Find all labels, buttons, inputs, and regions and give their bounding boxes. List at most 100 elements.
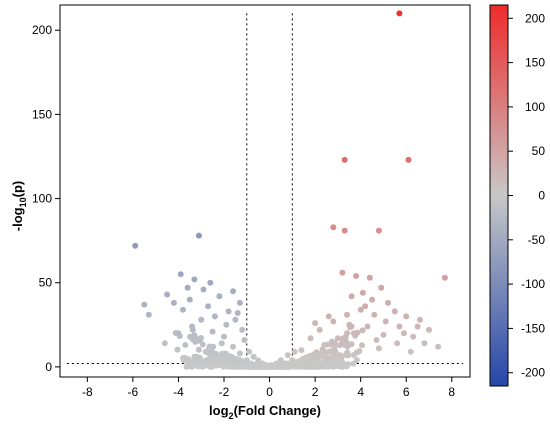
data-point <box>339 339 346 346</box>
colorbar <box>489 4 509 387</box>
data-point <box>312 320 319 327</box>
data-point <box>222 350 229 357</box>
data-point <box>369 296 376 303</box>
data-point <box>298 347 305 354</box>
data-point <box>223 321 230 328</box>
data-point <box>421 340 428 347</box>
data-point <box>364 323 371 330</box>
data-point <box>195 337 202 343</box>
colorbar-tick-label: -150 <box>521 321 545 335</box>
data-point <box>275 362 282 369</box>
data-point <box>164 291 171 298</box>
data-point <box>357 306 364 313</box>
data-point <box>378 284 385 291</box>
y-tick-label: 200 <box>32 23 52 37</box>
y-tick-label: 100 <box>32 192 52 206</box>
data-point <box>405 156 412 163</box>
data-point <box>435 343 442 350</box>
data-point <box>359 327 366 334</box>
data-point <box>218 340 225 347</box>
data-point <box>161 340 168 347</box>
data-point <box>331 339 338 346</box>
data-point <box>426 326 432 333</box>
data-point <box>371 311 378 318</box>
data-point <box>195 232 202 239</box>
x-axis-title: log2(Fold Change) <box>209 403 321 421</box>
data-point <box>410 333 417 340</box>
colorbar-tick-label: -200 <box>521 366 545 380</box>
data-point <box>239 326 246 333</box>
data-point <box>170 299 177 306</box>
data-point <box>359 342 365 349</box>
data-point <box>339 359 346 366</box>
data-point <box>208 347 215 354</box>
data-point <box>250 353 257 360</box>
data-point <box>332 349 339 355</box>
data-point <box>200 286 207 293</box>
data-point <box>341 227 348 234</box>
data-point <box>325 313 332 320</box>
x-tick-label: -4 <box>173 385 184 399</box>
data-point <box>353 273 360 279</box>
data-point <box>362 303 369 310</box>
data-point <box>191 353 198 360</box>
data-point <box>403 313 410 320</box>
threshold-lines <box>66 13 464 367</box>
data-point <box>181 354 188 361</box>
data-point <box>316 351 323 358</box>
data-point <box>207 363 213 370</box>
data-point <box>182 342 189 348</box>
data-point <box>145 311 152 318</box>
data-point <box>307 335 314 342</box>
data-point <box>350 360 357 367</box>
data-point <box>189 323 196 330</box>
data-point <box>321 342 328 348</box>
data-point <box>396 323 403 330</box>
data-point <box>214 355 221 362</box>
data-point <box>332 362 339 369</box>
colorbar-tick-label: 150 <box>525 56 545 70</box>
data-point <box>175 330 182 337</box>
data-point <box>330 318 337 325</box>
data-point <box>221 333 227 340</box>
data-point <box>202 348 209 355</box>
x-tick-label: 0 <box>266 385 273 399</box>
data-point <box>255 357 262 364</box>
data-point <box>243 357 250 364</box>
data-point <box>225 308 232 315</box>
data-point <box>373 337 380 343</box>
colorbar-tick-label: 50 <box>532 144 546 158</box>
data-point <box>344 311 350 318</box>
data-point <box>229 363 236 370</box>
data-point <box>400 330 407 337</box>
data-point <box>248 360 255 367</box>
data-point <box>201 359 208 365</box>
data-point <box>339 363 346 370</box>
data-point <box>330 224 337 231</box>
y-tick-label: 50 <box>39 276 53 290</box>
data-point <box>241 337 248 343</box>
data-point <box>323 353 330 360</box>
colorbar-tick-label: 100 <box>525 100 545 114</box>
data-point <box>346 321 353 328</box>
colorbar-tick-label: -50 <box>528 233 546 247</box>
data-point <box>291 348 298 355</box>
data-point <box>132 242 139 249</box>
data-point <box>350 330 357 337</box>
data-point <box>184 284 191 291</box>
data-point <box>359 289 366 296</box>
data-point <box>195 346 202 353</box>
data-point <box>330 357 336 364</box>
data-point <box>257 362 264 369</box>
x-axis: -8 -6 -4 -2 0 2 4 6 8 <box>82 377 455 399</box>
x-tick-label: 2 <box>312 385 319 399</box>
data-point <box>382 318 389 325</box>
colorbar-tick-label: -100 <box>521 277 545 291</box>
data-point <box>309 355 316 362</box>
data-point <box>230 343 237 350</box>
colorbar-tick-label: 200 <box>525 11 545 25</box>
data-point <box>334 335 341 342</box>
x-tick-label: -8 <box>82 385 93 399</box>
data-point <box>174 346 181 353</box>
